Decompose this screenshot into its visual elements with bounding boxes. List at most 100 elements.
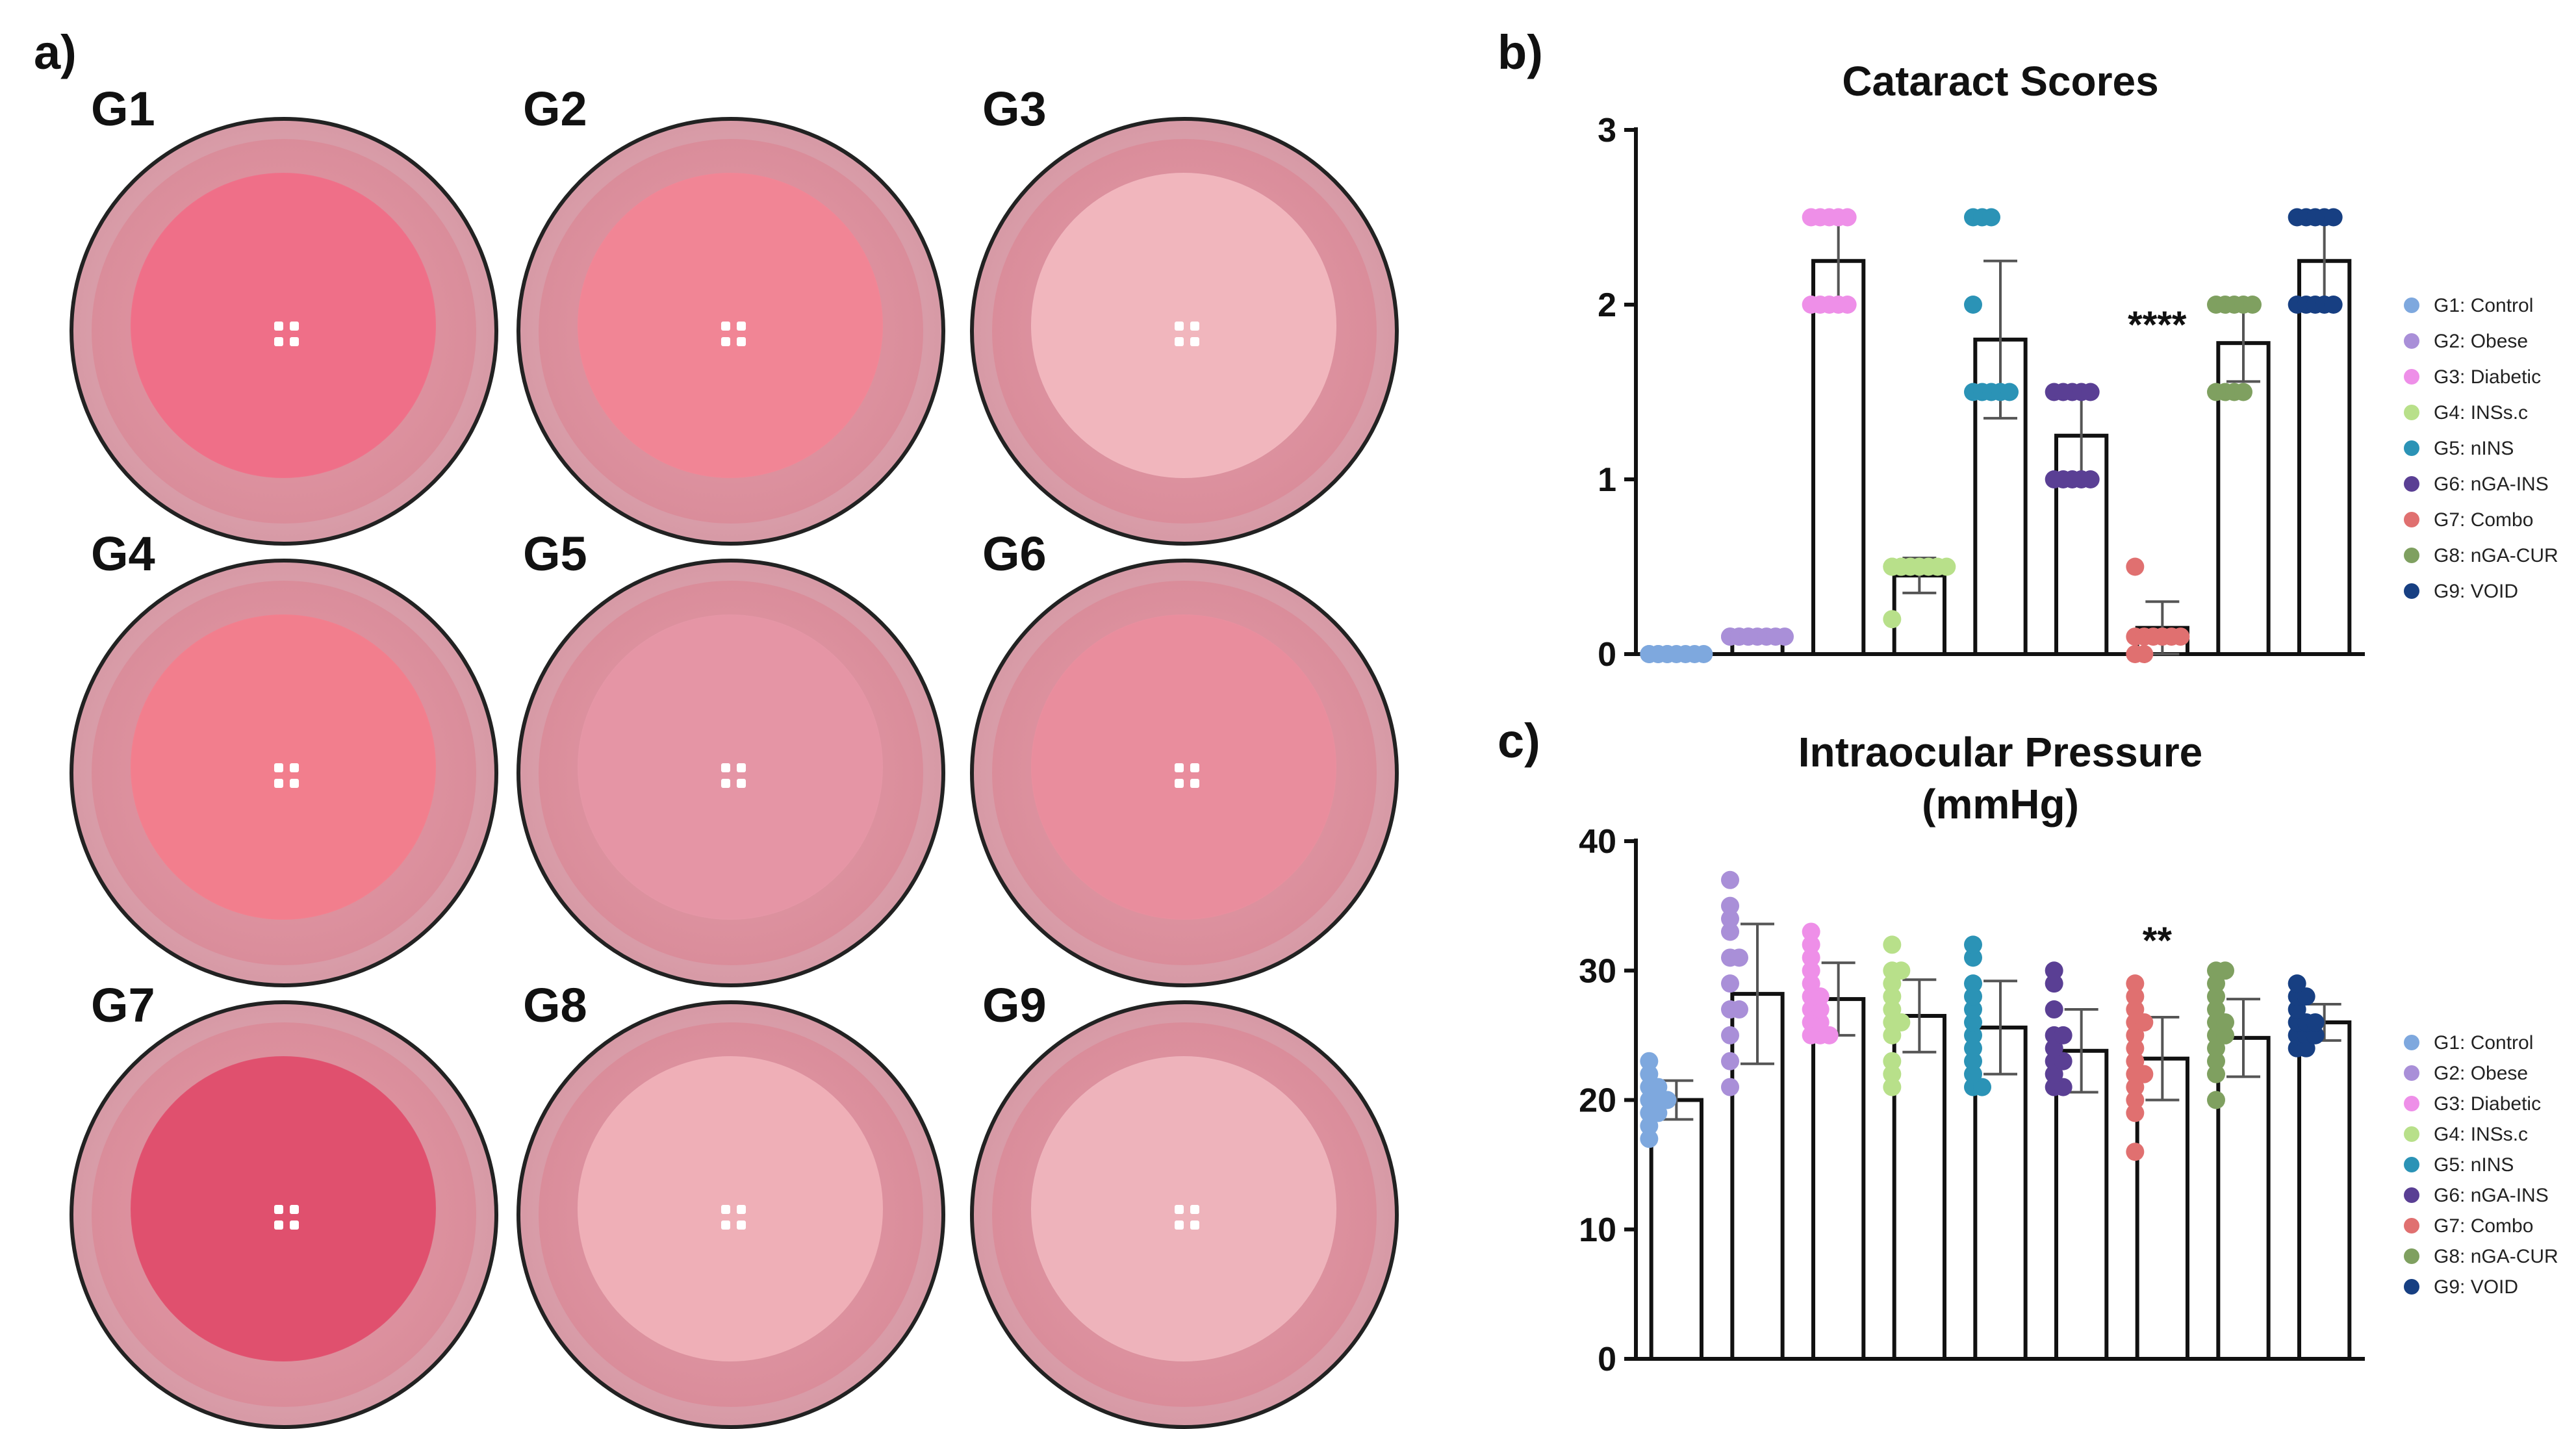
legend-marker [2404,1157,2419,1172]
data-point [2126,1026,2145,1044]
legend-marker [2404,1096,2419,1111]
light-reflex [290,1205,299,1214]
data-point [2126,1052,2145,1070]
legend-marker [2404,512,2419,527]
data-point [1820,1026,1839,1044]
data-point [1883,1065,1902,1083]
data-point [1739,627,1757,646]
light-reflex [1175,1220,1184,1230]
light-reflex [1190,322,1199,331]
legend-marker [2404,1187,2419,1203]
data-point [1802,935,1820,954]
data-point [1838,208,1857,227]
pupil-lens [578,614,883,920]
light-reflex [721,1220,730,1230]
data-point [1964,948,1982,967]
data-point [2045,961,2063,980]
data-point [2054,1026,2072,1044]
y-tick-label: 1 [1598,461,1616,499]
light-reflex [274,779,283,788]
pupil-lens [1031,1056,1336,1361]
data-point [1640,1117,1659,1135]
data-point [1973,1078,1991,1096]
legend-marker [2404,1279,2419,1295]
data-point [2207,974,2225,993]
light-reflex [721,1205,730,1214]
data-point [1730,948,1748,967]
data-point [2207,1091,2225,1109]
light-reflex [737,322,746,331]
pupil-lens [578,173,883,478]
y-tick-label: 2 [1598,286,1616,324]
data-point [1883,610,1902,629]
data-point [1721,909,1739,928]
data-point [2135,1065,2154,1083]
light-reflex [737,337,746,346]
legend-entry: G5: nINS [2434,1154,2514,1176]
data-point [2306,1026,2325,1044]
legend-entry: G6: nGA-INS [2434,474,2549,495]
light-reflex [290,337,299,346]
bar [2297,1020,2352,1361]
legend-marker [2404,1248,2419,1264]
data-point [1721,1078,1739,1096]
data-point [2126,1091,2145,1109]
eye-label-g2: G2 [523,82,587,136]
data-point [1964,1026,1982,1044]
eye-label-g6: G6 [982,527,1047,581]
legend-marker [2404,405,2419,420]
data-point [1982,208,2000,227]
data-point [1811,1000,1830,1019]
data-point [1964,974,1982,993]
data-point [2297,987,2315,1006]
legend-marker [2404,1065,2419,1081]
light-reflex [1190,1205,1199,1214]
y-tick-label: 0 [1598,636,1616,674]
data-point [2135,1013,2154,1031]
data-point [1721,1052,1739,1070]
light-reflex [290,779,299,788]
data-point [1964,935,1982,954]
data-point [2081,470,2100,488]
data-point [2045,1000,2063,1019]
data-point [1721,896,1739,915]
y-tick-label: 0 [1598,1341,1616,1378]
data-point [1883,935,1902,954]
data-point [2297,1039,2315,1057]
bar [2054,1048,2109,1361]
legend-marker [2404,333,2419,349]
data-point [1640,1065,1659,1083]
data-point [1883,974,1902,993]
data-point [2171,627,2190,646]
data-point [1964,1039,1982,1057]
light-reflex [1175,763,1184,772]
data-point [1640,1052,1659,1070]
light-reflex [1190,763,1199,772]
data-point [1964,1065,1982,1083]
light-reflex [290,1220,299,1230]
eye-label-g1: G1 [91,82,155,136]
data-point [2054,1078,2072,1096]
legend-marker [2404,1126,2419,1142]
data-point [2126,1000,2145,1019]
light-reflex [721,337,730,346]
bar [2135,1056,2189,1361]
eye-photo-g1 [70,117,498,546]
data-point [1811,1013,1830,1031]
data-point [2234,383,2252,401]
bar [1892,1013,1946,1361]
data-point [1883,1026,1902,1044]
data-point [2207,1065,2225,1083]
data-point [2126,557,2145,576]
data-point [2081,383,2100,401]
data-point [2207,1000,2225,1019]
data-point [1658,645,1677,663]
data-point [2306,1013,2325,1031]
data-point [1883,1078,1902,1096]
bar [1649,1098,1703,1361]
pupil-lens [1031,173,1336,478]
legend-entry: G7: Combo [2434,1215,2533,1237]
data-point [2126,1078,2145,1096]
eye-photo-g8 [516,1000,945,1429]
legend-entry: G8: nGA-CUR [2434,1246,2558,1267]
